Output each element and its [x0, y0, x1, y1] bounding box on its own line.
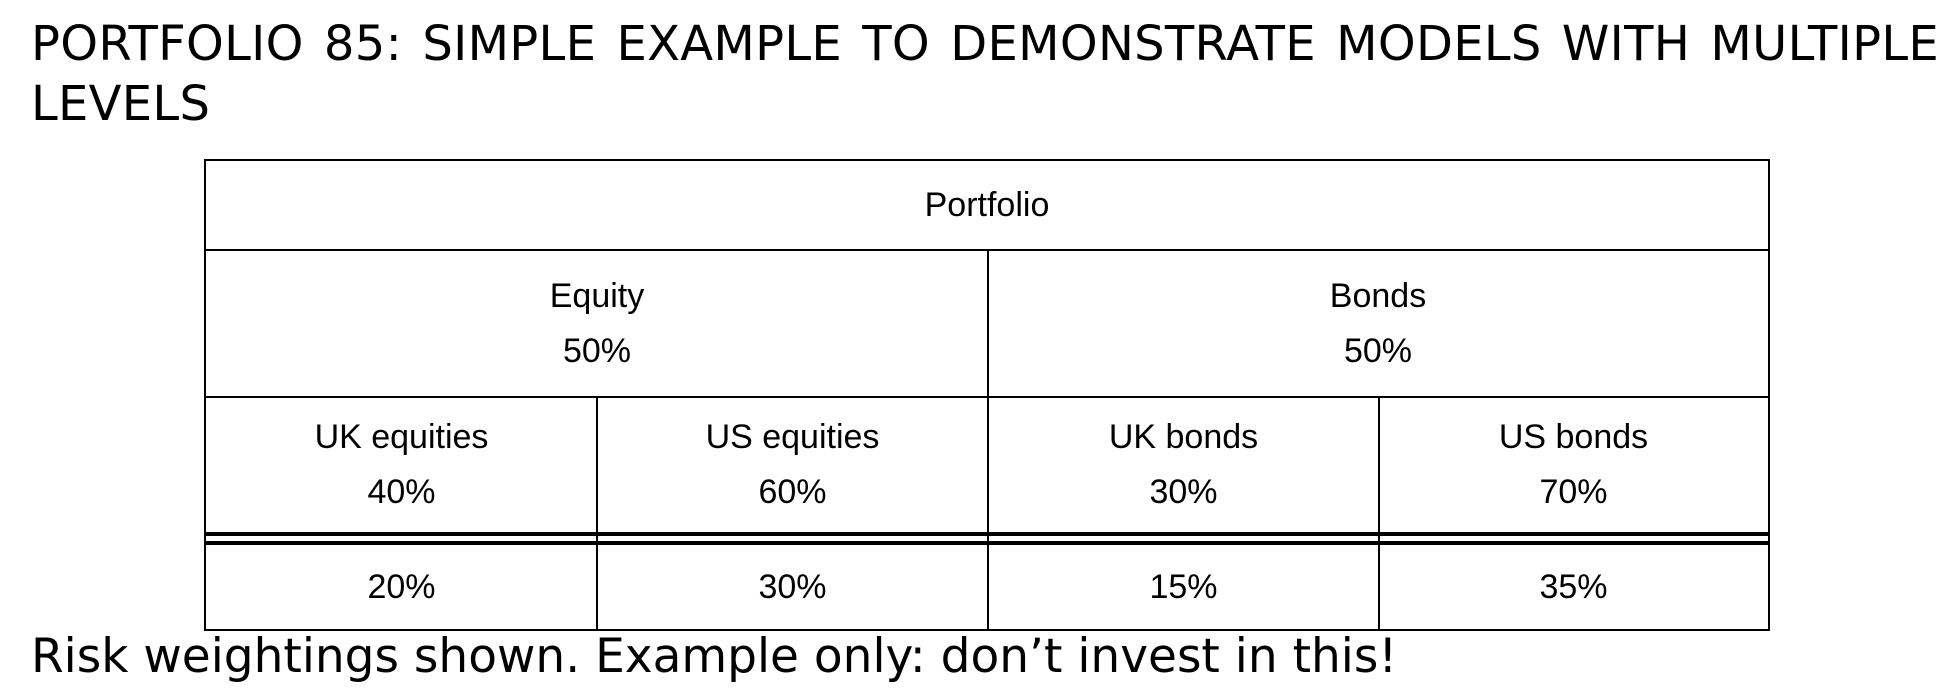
uk-equities-weight: 40%: [367, 473, 436, 511]
us-bonds-cell: US bonds 70%: [1379, 397, 1768, 533]
equities-divider: [596, 397, 598, 629]
portfolio-hierarchy-table: Portfolio Equity 50% Bonds 50% UK equiti…: [204, 159, 1770, 631]
uk-bonds-cell: UK bonds 30%: [988, 397, 1379, 533]
bonds-cell: Bonds 50%: [988, 250, 1768, 397]
bonds-label: Bonds: [1329, 276, 1427, 315]
us-equities-weight: 60%: [758, 473, 827, 511]
risk-caption: Risk weightings shown. Example only: don…: [31, 629, 1398, 684]
us-equities-total: 30%: [597, 546, 988, 629]
uk-equities-total-value: 20%: [367, 568, 436, 606]
uk-equities-cell: UK equities 40%: [206, 397, 597, 533]
uk-bonds-total-value: 15%: [1149, 568, 1218, 606]
us-bonds-weight: 70%: [1539, 473, 1608, 511]
us-equities-label: US equities: [705, 418, 880, 456]
us-bonds-total: 35%: [1379, 546, 1768, 629]
equity-label: Equity: [549, 276, 645, 315]
page-title: PORTFOLIO 85: SIMPLE EXAMPLE TO DEMONSTR…: [31, 16, 1939, 132]
bonds-divider: [1378, 397, 1380, 629]
equity-cell: Equity 50%: [206, 250, 988, 397]
equity-bonds-divider: [987, 250, 989, 629]
uk-equities-label: UK equities: [314, 418, 489, 456]
uk-bonds-label: UK bonds: [1108, 418, 1259, 456]
equity-weight: 50%: [562, 331, 632, 370]
us-equities-cell: US equities 60%: [597, 397, 988, 533]
portfolio-root-cell: Portfolio: [206, 161, 1768, 250]
us-bonds-label: US bonds: [1498, 418, 1649, 456]
bonds-weight: 50%: [1343, 331, 1413, 370]
uk-bonds-weight: 30%: [1149, 473, 1218, 511]
uk-bonds-total: 15%: [988, 546, 1379, 629]
us-equities-total-value: 30%: [758, 568, 827, 606]
us-bonds-total-value: 35%: [1539, 568, 1608, 606]
uk-equities-total: 20%: [206, 546, 597, 629]
portfolio-root-label: Portfolio: [924, 186, 1050, 224]
